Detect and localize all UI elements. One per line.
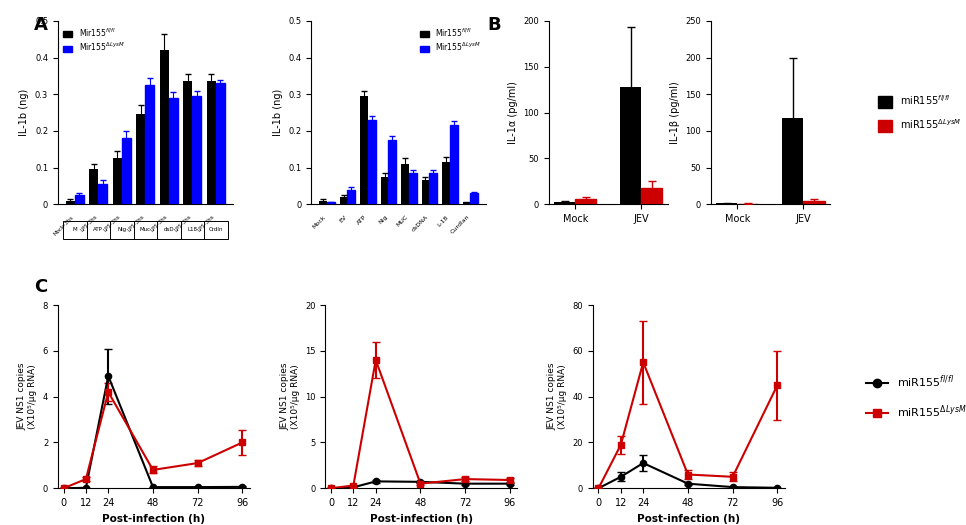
Legend: Mir155$^{fl/fl}$, Mir155$^{ΔLysM}$: Mir155$^{fl/fl}$, Mir155$^{ΔLysM}$ [62, 25, 126, 55]
Text: Nig: Nig [117, 227, 127, 233]
Bar [620, 87, 641, 204]
Bar [554, 203, 575, 204]
Text: A: A [34, 16, 47, 34]
Bar [122, 138, 130, 204]
Text: Mock-3hs: Mock-3hs [53, 214, 74, 236]
Text: L18: L18 [187, 227, 197, 233]
Y-axis label: JEV NS1 copies
(X10⁵/μg RNA): JEV NS1 copies (X10⁵/μg RNA) [548, 363, 567, 430]
Bar [716, 203, 737, 204]
Text: Curdlan: Curdlan [449, 214, 470, 235]
Y-axis label: IL-1α (pg/ml): IL-1α (pg/ml) [508, 81, 518, 144]
Y-axis label: IL-1β (pg/ml): IL-1β (pg/ml) [669, 81, 680, 144]
Bar [388, 140, 396, 204]
Y-axis label: JEV NS1 copies
(X10⁵/μg RNA): JEV NS1 copies (X10⁵/μg RNA) [280, 363, 299, 430]
Text: LPS-3hs: LPS-3hs [103, 214, 122, 233]
Bar [381, 177, 388, 204]
Bar [421, 181, 429, 204]
Text: Nig: Nig [378, 214, 388, 225]
X-axis label: Post-infection (h): Post-infection (h) [370, 513, 473, 523]
Text: LPS-3hs: LPS-3hs [79, 214, 99, 233]
Bar [90, 170, 99, 204]
X-axis label: Post-infection (h): Post-infection (h) [102, 513, 206, 523]
Bar [327, 203, 335, 204]
Y-axis label: JEV NS1 copies
(X10⁵/μg RNA): JEV NS1 copies (X10⁵/μg RNA) [18, 363, 38, 430]
Text: M: M [72, 227, 77, 233]
Bar [450, 125, 458, 204]
Bar [340, 197, 348, 204]
Bar [113, 159, 122, 204]
Bar [782, 118, 804, 204]
Text: LPS-3hs: LPS-3hs [127, 214, 145, 233]
Legend: miR155$^{fl/fl}$, miR155$^{ΔLysM}$: miR155$^{fl/fl}$, miR155$^{ΔLysM}$ [866, 373, 966, 420]
Bar [368, 120, 376, 204]
Text: L-18: L-18 [437, 214, 450, 227]
Text: Muc: Muc [140, 227, 151, 233]
Y-axis label: IL-1b (ng): IL-1b (ng) [272, 89, 283, 136]
Bar [184, 81, 192, 204]
Bar [319, 201, 327, 204]
Bar [66, 201, 74, 204]
Bar [74, 195, 84, 204]
Bar [429, 173, 438, 204]
Bar [348, 190, 355, 204]
Bar [575, 199, 596, 204]
Bar [136, 114, 145, 204]
Text: ATP: ATP [94, 227, 103, 233]
Text: LPS-3hs: LPS-3hs [174, 214, 192, 233]
Text: LPS-3hs: LPS-3hs [150, 214, 169, 233]
Text: dsD: dsD [163, 227, 174, 233]
Text: B: B [488, 16, 501, 34]
Bar [145, 85, 155, 204]
Text: MUC: MUC [395, 214, 409, 228]
Bar [360, 96, 368, 204]
Text: EV: EV [338, 214, 348, 224]
Bar [409, 173, 416, 204]
Bar [641, 188, 663, 204]
Text: ATP: ATP [356, 214, 368, 226]
Bar [463, 203, 470, 204]
Bar [169, 98, 178, 204]
Text: Mock: Mock [312, 214, 327, 229]
Bar [215, 83, 225, 204]
Bar [207, 81, 215, 204]
Bar [470, 193, 478, 204]
Text: LPS-3hs: LPS-3hs [197, 214, 215, 233]
Y-axis label: IL-1b (ng): IL-1b (ng) [19, 89, 29, 136]
Bar [99, 184, 107, 204]
Text: C: C [34, 278, 47, 296]
Bar [401, 164, 409, 204]
Bar [442, 162, 450, 204]
Text: CrdIn: CrdIn [209, 227, 223, 233]
Bar [63, 220, 228, 239]
Text: dsDNA: dsDNA [411, 214, 429, 233]
Bar [192, 96, 201, 204]
Bar [804, 201, 825, 204]
Bar [160, 50, 169, 204]
X-axis label: Post-infection (h): Post-infection (h) [638, 513, 740, 523]
Legend: Mir155$^{fl/fl}$, Mir155$^{ΔLysM}$: Mir155$^{fl/fl}$, Mir155$^{ΔLysM}$ [418, 25, 482, 55]
Legend: miR155$^{fl/fl}$, miR155$^{ΔLysM}$: miR155$^{fl/fl}$, miR155$^{ΔLysM}$ [878, 93, 961, 132]
